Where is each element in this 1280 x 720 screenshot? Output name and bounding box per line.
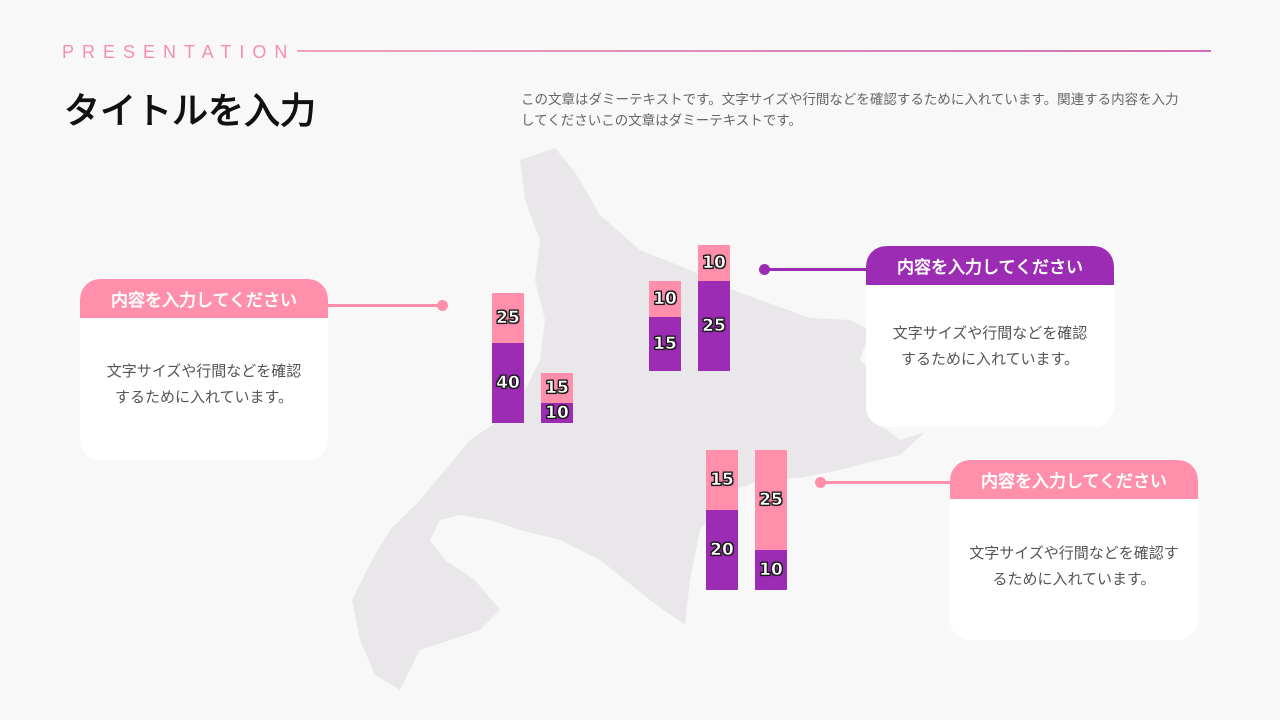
card-title: 内容を入力してください [950, 460, 1198, 499]
card-title: 内容を入力してください [866, 246, 1114, 285]
card-body: 文字サイズや行間などを確認するために入れています。 [969, 544, 1179, 588]
eyebrow-label: PRESENTATION [62, 42, 296, 62]
bar-segment-top: 15 [706, 450, 738, 510]
bar-segment-bottom: 25 [698, 281, 730, 371]
info-card-1: 内容を入力してください 文字サイズや行間などを確認するために入れています。 [80, 279, 328, 460]
bar-segment-top: 10 [649, 281, 681, 317]
info-card-2: 内容を入力してください 文字サイズや行間などを確認するために入れています。 [866, 246, 1114, 427]
connector-dot-1 [437, 300, 448, 311]
bar-segment-bottom: 40 [492, 343, 524, 423]
connector-dot-2 [759, 264, 770, 275]
card-body: 文字サイズや行間などを確認するために入れています。 [892, 324, 1088, 368]
connector-line-1 [328, 304, 442, 307]
connector-line-3 [820, 481, 950, 484]
bar-segment-top: 25 [492, 293, 524, 343]
bar-segment-bottom: 10 [755, 550, 787, 590]
card-body: 文字サイズや行間などを確認するために入れています。 [106, 362, 302, 406]
bar-segment-bottom: 20 [706, 510, 738, 590]
page-title: タイトルを入力 [64, 91, 317, 132]
connector-dot-3 [815, 477, 826, 488]
bar-segment-top: 10 [698, 245, 730, 281]
header-divider [297, 50, 1211, 52]
bar-segment-top: 15 [541, 373, 573, 403]
page-description: この文章はダミーテキストです。文字サイズや行間などを確認するために入れています。… [521, 92, 1179, 129]
info-card-3: 内容を入力してください 文字サイズや行間などを確認するために入れています。 [950, 460, 1198, 640]
card-title: 内容を入力してください [80, 279, 328, 318]
bar-segment-bottom: 10 [541, 403, 573, 423]
bar-segment-bottom: 15 [649, 317, 681, 371]
bar-segment-top: 25 [755, 450, 787, 550]
connector-line-2 [764, 268, 866, 271]
